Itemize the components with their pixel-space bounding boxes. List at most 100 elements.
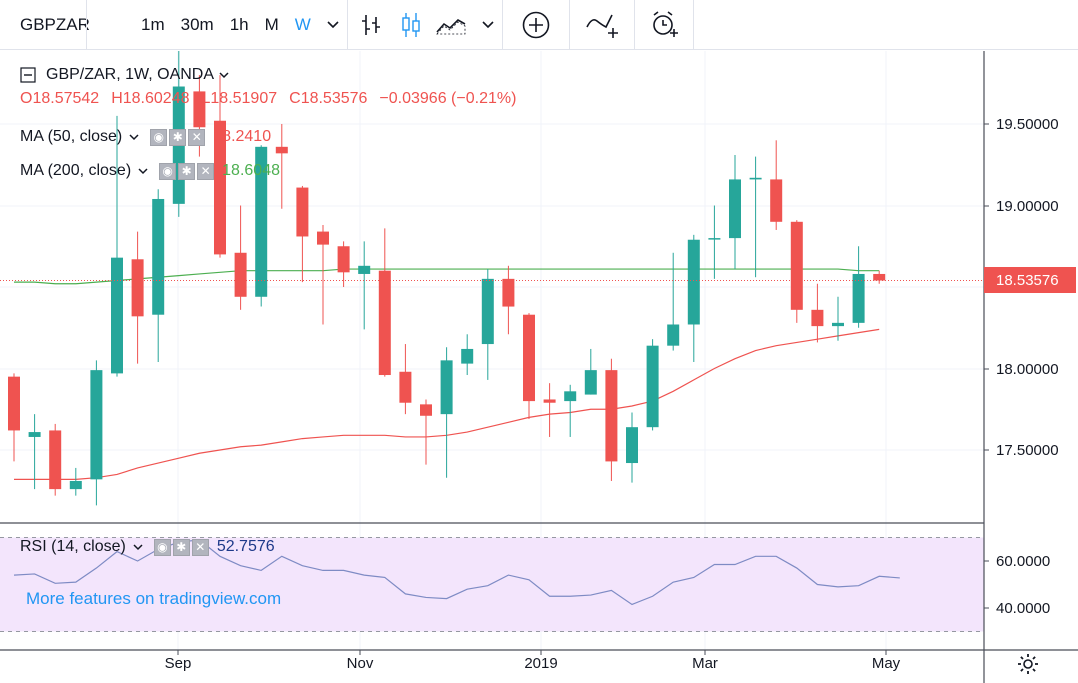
interval-dropdown-icon[interactable] bbox=[319, 0, 347, 50]
interval-30m-button[interactable]: 30m bbox=[180, 14, 214, 34]
rsi-label-60: 60.0000 bbox=[996, 553, 1050, 570]
eye-icon[interactable]: ◉ bbox=[150, 128, 168, 146]
time-label-mar: Mar bbox=[692, 655, 718, 672]
candle-body bbox=[214, 120, 226, 255]
close-label: C bbox=[289, 90, 301, 107]
eye-icon[interactable]: ◉ bbox=[153, 538, 171, 556]
series-title[interactable]: GBP/ZAR, 1W, OANDA bbox=[46, 66, 215, 83]
bar-chart-icon[interactable] bbox=[348, 0, 394, 50]
candle-body bbox=[152, 198, 165, 315]
time-label-may: May bbox=[872, 655, 901, 672]
candle-body bbox=[564, 391, 577, 402]
candle-body bbox=[275, 146, 288, 154]
gear-icon[interactable]: ✱ bbox=[169, 128, 187, 146]
candle-body bbox=[523, 314, 535, 402]
candle-body bbox=[358, 265, 371, 274]
candle-body bbox=[626, 427, 638, 464]
ma200-value: 18.6048 bbox=[222, 162, 280, 179]
price-label-19: 19.00000 bbox=[996, 198, 1059, 215]
candle-body bbox=[708, 238, 721, 240]
ma200-legend: MA (200, close) ◉ ✱ ✕ 18.6048 bbox=[20, 162, 280, 180]
current-price-tag: 18.53576 bbox=[984, 267, 1076, 294]
rsi-legend: RSI (14, close) ◉ ✱ ✕ 52.7576 bbox=[20, 538, 275, 556]
price-chart[interactable]: 19.50000 19.00000 18.00000 17.50000 60.0… bbox=[0, 51, 1078, 683]
time-label-sep: Sep bbox=[165, 655, 192, 672]
chart-type-dropdown-icon[interactable] bbox=[474, 0, 502, 50]
candle-body bbox=[832, 322, 844, 327]
candle-body bbox=[234, 252, 247, 297]
chevron-down-icon[interactable] bbox=[132, 543, 144, 551]
candle-body bbox=[255, 146, 268, 297]
eye-icon[interactable]: ◉ bbox=[159, 162, 177, 180]
candle-body bbox=[69, 480, 82, 490]
candlestick-icon[interactable] bbox=[394, 0, 428, 50]
ma200-line bbox=[14, 268, 880, 285]
open-label: O bbox=[20, 90, 33, 107]
toolbar-divider bbox=[501, 0, 503, 50]
price-label-17-5: 17.50000 bbox=[996, 442, 1059, 459]
candle-body bbox=[28, 432, 41, 437]
top-toolbar: GBPZAR 1m 30m 1h M W bbox=[0, 0, 1078, 50]
rsi-label-40: 40.0000 bbox=[996, 600, 1050, 617]
toolbar-divider bbox=[86, 0, 87, 50]
ma50-legend: MA (50, close) ◉ ✱ ✕ 18.2410 bbox=[20, 128, 271, 146]
low-value: 18.51907 bbox=[210, 90, 278, 107]
candle-body bbox=[790, 221, 803, 310]
close-icon[interactable]: ✕ bbox=[188, 128, 206, 146]
candle-body bbox=[111, 257, 123, 374]
interval-1m-button[interactable]: 1m bbox=[141, 14, 165, 34]
rsi-axis[interactable]: 60.0000 40.0000 bbox=[984, 553, 1050, 617]
high-label: H bbox=[111, 90, 123, 107]
symbol-search[interactable]: GBPZAR bbox=[20, 14, 90, 34]
candle-body bbox=[49, 430, 62, 490]
indicators-icon[interactable] bbox=[570, 0, 634, 50]
chevron-down-icon[interactable] bbox=[137, 167, 149, 175]
candle-body bbox=[378, 270, 391, 376]
chevron-down-icon[interactable] bbox=[218, 71, 230, 79]
time-axis[interactable]: Sep Nov 2019 Mar May bbox=[165, 650, 901, 672]
candle-body bbox=[852, 273, 865, 323]
area-chart-icon[interactable] bbox=[428, 0, 474, 50]
time-label-2019: 2019 bbox=[524, 655, 557, 672]
candle-body bbox=[667, 324, 680, 346]
add-compare-icon[interactable] bbox=[503, 0, 569, 50]
interval-week-button[interactable]: W bbox=[294, 14, 311, 34]
candle-body bbox=[605, 370, 618, 462]
candle-body bbox=[811, 309, 824, 327]
high-value: 18.60248 bbox=[122, 90, 190, 107]
candle-body bbox=[296, 187, 309, 237]
gear-icon[interactable]: ✱ bbox=[178, 162, 196, 180]
alert-icon[interactable] bbox=[635, 0, 693, 50]
candle-body bbox=[317, 231, 329, 245]
candles bbox=[8, 51, 886, 506]
time-label-nov: Nov bbox=[347, 655, 374, 672]
collapse-legend-icon[interactable] bbox=[20, 67, 36, 83]
rsi-value: 52.7576 bbox=[216, 538, 275, 555]
ma200-label[interactable]: MA (200, close) bbox=[20, 162, 132, 179]
candle-body bbox=[420, 404, 432, 416]
price-axis[interactable]: 19.50000 19.00000 18.00000 17.50000 bbox=[984, 116, 1059, 459]
ma50-label[interactable]: MA (50, close) bbox=[20, 128, 123, 145]
low-label: L bbox=[201, 90, 211, 107]
gear-icon bbox=[1018, 654, 1038, 674]
candle-body bbox=[646, 345, 659, 428]
interval-month-button[interactable]: M bbox=[264, 14, 279, 34]
change-value: −0.03966 (−0.21%) bbox=[379, 90, 517, 107]
close-icon[interactable]: ✕ bbox=[191, 538, 209, 556]
candle-body bbox=[90, 370, 103, 480]
chart-settings-button[interactable] bbox=[1016, 652, 1040, 681]
candle-body bbox=[440, 360, 453, 415]
interval-1h-button[interactable]: 1h bbox=[229, 14, 249, 34]
candle-body bbox=[502, 278, 515, 307]
candle-body bbox=[337, 246, 350, 273]
rsi-label[interactable]: RSI (14, close) bbox=[20, 538, 126, 555]
candle-body bbox=[749, 177, 762, 180]
series-legend: GBP/ZAR, 1W, OANDA O 18.57542 H 18.60248 L… bbox=[20, 66, 516, 108]
chevron-down-icon[interactable] bbox=[128, 133, 140, 141]
candle-body bbox=[543, 399, 556, 403]
promo-link[interactable]: More features on tradingview.com bbox=[26, 589, 282, 608]
candle-body bbox=[399, 371, 412, 403]
candle-body bbox=[481, 278, 494, 345]
gear-icon[interactable]: ✱ bbox=[172, 538, 190, 556]
close-icon[interactable]: ✕ bbox=[197, 162, 215, 180]
